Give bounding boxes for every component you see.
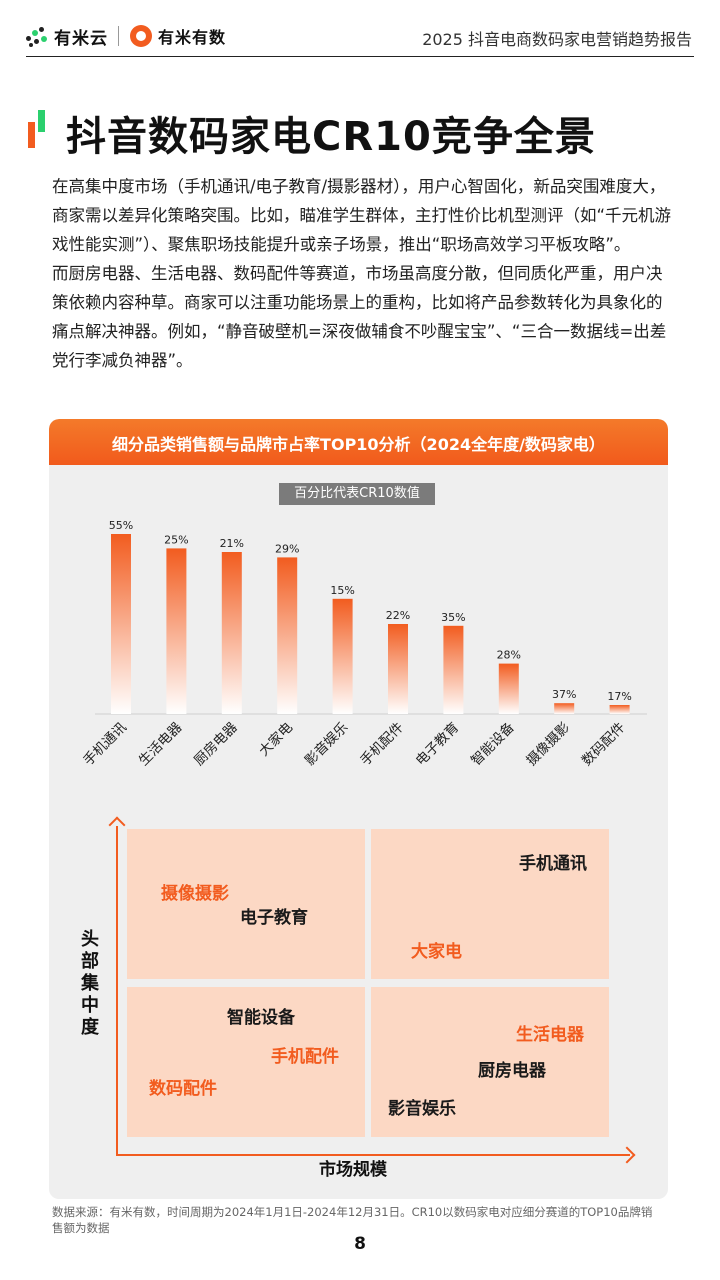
page-number: 8 — [354, 1234, 366, 1254]
data-label: 15% — [330, 584, 354, 597]
data-label: 29% — [275, 542, 299, 555]
quadrant-item: 大家电 — [411, 942, 462, 962]
bar-大家电 — [277, 557, 298, 714]
data-label: 21% — [220, 537, 244, 550]
paragraph-1: 在高集中度市场（手机通讯/电子教育/摄影器材），用户心智固化，新品突围难度大，商… — [52, 177, 672, 254]
quadrant-top-left: 摄像摄影 电子教育 — [127, 829, 365, 979]
bar-电子教育 — [443, 625, 464, 714]
x-tick-label: 摄像摄影 — [524, 720, 573, 769]
quadrant-item: 数码配件 — [149, 1079, 217, 1099]
x-tick-label: 影音娱乐 — [301, 719, 351, 769]
quadrant-item: 电子教育 — [240, 908, 308, 928]
data-source-note: 数据来源：有米有数，时间周期为2024年1月1日-2024年12月31日。CR1… — [52, 1205, 653, 1235]
bar-数码配件 — [609, 705, 630, 714]
youmiyun-logo-icon — [26, 26, 48, 48]
matrix-y-axis — [116, 826, 118, 1156]
data-label: 22% — [386, 609, 410, 622]
title-accent-icon — [28, 110, 46, 148]
quadrant-item: 摄像摄影 — [161, 884, 229, 904]
header-divider — [26, 56, 694, 57]
matrix-y-axis-title: 头部集中度 — [81, 929, 99, 1038]
paragraph-2: 而厨房电器、生活电器、数码配件等赛道，市场虽高度分散，但同质化严重，用户决策依赖… — [52, 264, 667, 370]
data-label: 35% — [441, 611, 465, 624]
x-tick-label: 厨房电器 — [191, 719, 241, 769]
page-title: 抖音数码家电CR10竞争全景 — [66, 114, 596, 160]
bar-手机通讯 — [111, 534, 131, 714]
x-tick-label: 智能设备 — [467, 718, 518, 769]
page-header: 有米云 有米有数 2025 抖音电商数码家电营销趋势报告 — [0, 0, 720, 60]
matrix-x-axis — [116, 1154, 630, 1156]
quadrant-item: 智能设备 — [227, 1008, 295, 1028]
quadrant-bottom-right: 生活电器 厨房电器 影音娱乐 — [371, 987, 609, 1137]
quadrant-bottom-left: 智能设备 手机配件 数码配件 — [127, 987, 365, 1137]
quadrant-item: 生活电器 — [516, 1025, 584, 1045]
quadrant-item: 手机配件 — [271, 1047, 339, 1067]
youmiyun-logo-text: 有米云 — [54, 29, 108, 49]
bar-chart: 55% 手机通讯 25% 生活电器 21% 厨房电器 29% 大家电 15% 影音娱乐 22% 手机配… — [80, 519, 647, 769]
youmiyoushu-logo-text: 有米有数 — [158, 28, 227, 47]
data-label: 28% — [497, 649, 521, 662]
report-title: 2025 抖音电商数码家电营销趋势报告 — [422, 30, 692, 49]
chart-panel: 细分品类销售额与品牌市占率TOP10分析（2024全年度/数码家电） 百分比代表… — [49, 419, 668, 1199]
matrix-x-axis-title: 市场规模 — [319, 1160, 387, 1180]
x-tick-label: 大家电 — [255, 719, 296, 760]
quadrant-item: 手机通讯 — [519, 854, 587, 874]
panel-title: 细分品类销售额与品牌市占率TOP10分析（2024全年度/数码家电） — [112, 435, 605, 454]
arrow-right-icon — [618, 1146, 636, 1164]
quadrant-item: 影音娱乐 — [388, 1099, 456, 1119]
youmiyoushu-logo-icon — [130, 25, 152, 47]
data-label: 17% — [607, 690, 631, 703]
bar-智能设备 — [498, 663, 519, 714]
panel-header: 细分品类销售额与品牌市占率TOP10分析（2024全年度/数码家电） — [49, 419, 668, 465]
logo-divider — [118, 26, 119, 46]
data-label: 37% — [552, 688, 576, 701]
quadrant-item: 厨房电器 — [478, 1061, 546, 1081]
bar-摄像摄影 — [554, 703, 575, 714]
body-text: 在高集中度市场（手机通讯/电子教育/摄影器材），用户心智固化，新品突围难度大，商… — [52, 172, 672, 375]
bar-生活电器 — [166, 548, 187, 714]
data-label: 25% — [164, 533, 188, 546]
bar-影音娱乐 — [332, 598, 353, 714]
x-tick-label: 电子教育 — [413, 720, 462, 769]
x-tick-label: 手机通讯 — [80, 719, 130, 769]
quadrant-top-right: 手机通讯 大家电 — [371, 829, 609, 979]
x-tick-label: 生活电器 — [136, 719, 186, 769]
cr10-note: 百分比代表CR10数值 — [279, 483, 435, 505]
bar-手机配件 — [388, 624, 408, 714]
x-tick-label: 手机配件 — [357, 720, 406, 769]
x-tick-label: 数码配件 — [579, 720, 628, 769]
youmiyun-logo: 有米云 — [26, 24, 108, 49]
youmiyoushu-logo: 有米有数 — [130, 24, 226, 48]
bar-厨房电器 — [221, 552, 242, 714]
data-label: 55% — [109, 519, 133, 532]
arrow-up-icon — [108, 816, 126, 834]
